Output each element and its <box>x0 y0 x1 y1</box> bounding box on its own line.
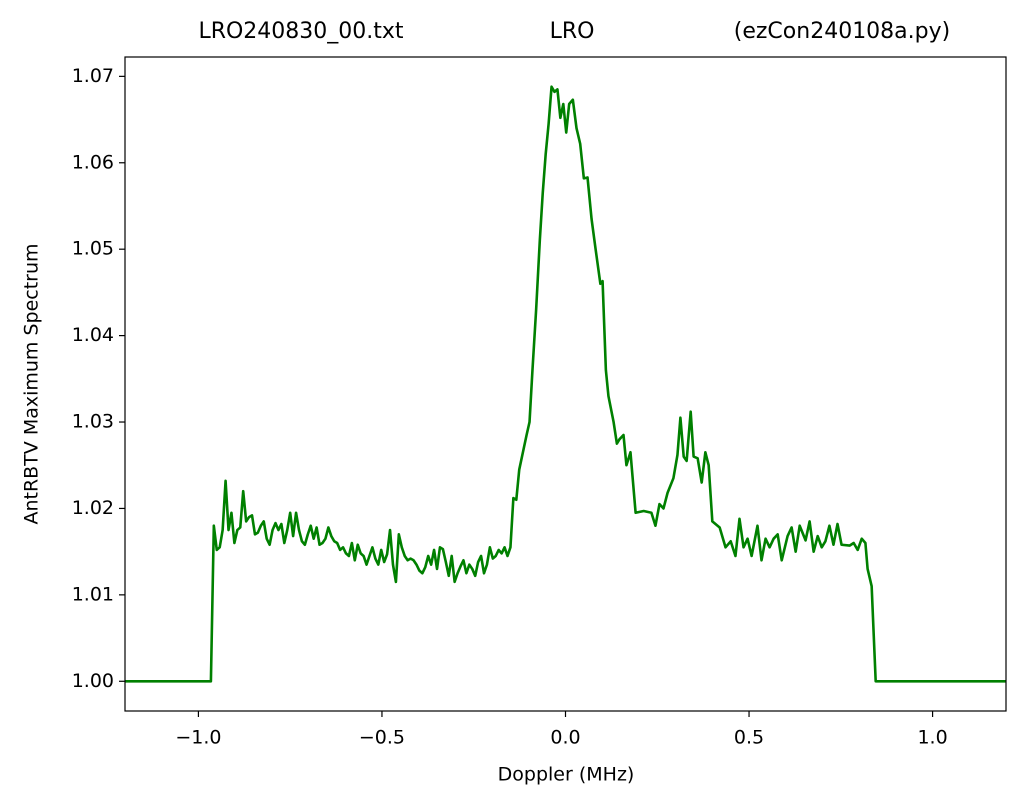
x-tick-label: 0.0 <box>550 727 580 749</box>
data-line <box>125 85 1006 683</box>
y-tick-label: 1.06 <box>72 151 114 173</box>
y-tick-label: 1.04 <box>72 324 114 346</box>
title-center: LRO <box>550 19 595 44</box>
y-tick-label: 1.03 <box>72 411 114 433</box>
x-axis-label: Doppler (MHz) <box>498 764 635 786</box>
x-tick-label: 0.5 <box>734 727 764 749</box>
plot-frame <box>124 56 1007 712</box>
y-tick-label: 1.07 <box>72 65 114 87</box>
y-tick-label: 1.01 <box>72 583 114 605</box>
y-tick-label: 1.02 <box>72 497 114 519</box>
x-tick-label: −0.5 <box>359 727 405 749</box>
title-right: (ezCon240108a.py) <box>734 19 950 44</box>
y-axis-label: AntRBTV Maximum Spectrum <box>21 243 43 524</box>
title-left: LRO240830_00.txt <box>198 19 403 44</box>
y-tick-label: 1.00 <box>72 670 114 692</box>
x-tick-label: −1.0 <box>175 727 221 749</box>
x-tick-label: 1.0 <box>917 727 947 749</box>
y-tick-label: 1.05 <box>72 238 114 260</box>
